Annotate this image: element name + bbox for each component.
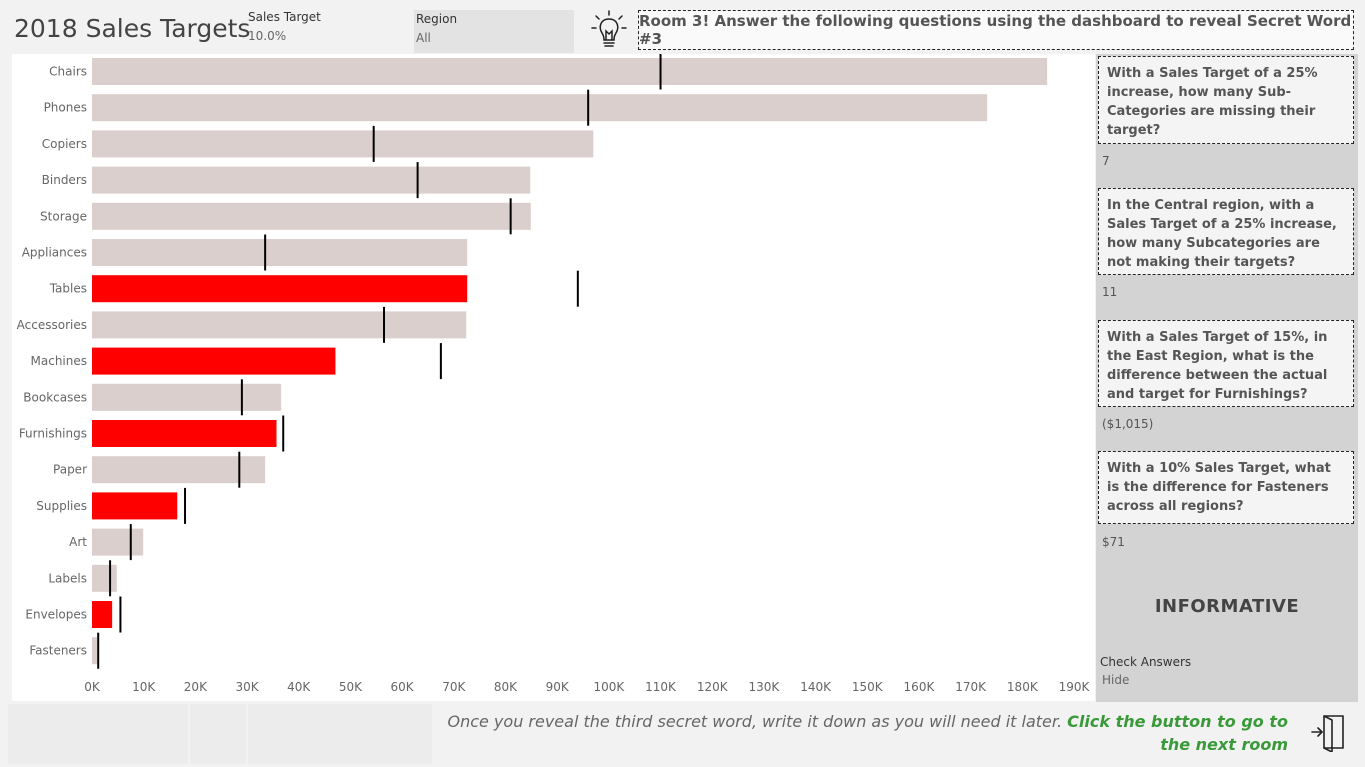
category-label-fasteners: Fasteners	[29, 644, 87, 658]
next-room-link[interactable]: Click the button to go to the next room	[1067, 712, 1288, 754]
footer-blank-block	[248, 704, 432, 764]
category-label-labels: Labels	[48, 571, 87, 585]
x-tick-label: 90K	[546, 680, 570, 694]
category-label-phones: Phones	[44, 101, 87, 115]
question-3: With a Sales Target of 15%, in the East …	[1098, 320, 1354, 407]
bar-labels	[92, 564, 117, 592]
informative-button[interactable]: INFORMATIVE	[1154, 596, 1300, 617]
footer-instructions: Once you reveal the third secret word, w…	[440, 710, 1288, 756]
category-label-furnishings: Furnishings	[19, 427, 87, 441]
footer: Once you reveal the third secret word, w…	[0, 702, 1365, 767]
bar-appliances	[92, 239, 468, 266]
answer-3: ($1,015)	[1102, 417, 1154, 431]
answer-1: 7	[1102, 154, 1110, 168]
bar-fasteners	[92, 637, 98, 665]
x-tick-label: 100K	[593, 680, 625, 694]
question-4: With a 10% Sales Target, what is the dif…	[1098, 451, 1354, 524]
bar-bookcases	[92, 383, 282, 411]
category-label-chairs: Chairs	[49, 65, 87, 79]
x-tick-label: 80K	[494, 680, 518, 694]
x-tick-label: 70K	[442, 680, 466, 694]
category-label-accessories: Accessories	[17, 318, 87, 332]
room-prompt: Room 3! Answer the following questions u…	[638, 10, 1354, 50]
bar-chairs	[92, 58, 1048, 85]
x-tick-label: 130K	[749, 680, 781, 694]
footer-blank-block	[190, 704, 246, 764]
x-tick-label: 40K	[287, 680, 311, 694]
bar-machines	[92, 347, 336, 375]
bar-phones	[92, 94, 988, 122]
bar-furnishings	[92, 420, 277, 447]
category-label-bookcases: Bookcases	[23, 390, 87, 404]
bar-supplies	[92, 492, 178, 520]
category-label-copiers: Copiers	[42, 137, 87, 151]
category-label-paper: Paper	[53, 463, 87, 477]
x-tick-label: 20K	[184, 680, 208, 694]
sales-target-value[interactable]: 10.0%	[248, 29, 287, 43]
bar-binders	[92, 166, 531, 194]
bar-art	[92, 528, 144, 556]
x-tick-label: 60K	[391, 680, 415, 694]
bar-paper	[92, 456, 266, 484]
questions-panel: With a Sales Target of a 25% increase, h…	[1096, 54, 1358, 702]
bar-copiers	[92, 130, 594, 158]
answer-2: 11	[1102, 285, 1118, 299]
category-label-envelopes: Envelopes	[25, 608, 87, 622]
x-tick-label: 120K	[697, 680, 729, 694]
footer-text: Once you reveal the third secret word, w…	[447, 712, 1063, 731]
x-tick-label: 0K	[84, 680, 101, 694]
answer-4: $71	[1102, 535, 1125, 549]
category-label-tables: Tables	[49, 282, 87, 296]
question-1: With a Sales Target of a 25% increase, h…	[1098, 56, 1354, 144]
lightbulb-icon[interactable]	[590, 10, 628, 50]
bar-tables	[92, 275, 468, 303]
category-label-appliances: Appliances	[22, 246, 87, 260]
check-answers-value[interactable]: Hide	[1102, 673, 1130, 687]
sales-target-filter[interactable]: Sales Target 10.0%	[248, 10, 398, 53]
check-answers-label: Check Answers	[1100, 655, 1192, 669]
bar-storage	[92, 202, 531, 230]
region-value[interactable]: All	[416, 31, 431, 45]
region-filter[interactable]: Region All	[414, 10, 574, 53]
x-tick-label: 150K	[852, 680, 884, 694]
x-tick-label: 180K	[1007, 680, 1039, 694]
category-label-supplies: Supplies	[36, 499, 87, 513]
x-tick-label: 110K	[645, 680, 677, 694]
x-tick-label: 140K	[800, 680, 832, 694]
dashboard-header: 2018 Sales Targets Sales Target 10.0% Re…	[0, 0, 1365, 54]
category-label-machines: Machines	[31, 354, 87, 368]
dashboard-title: 2018 Sales Targets	[14, 14, 251, 43]
x-tick-label: 190K	[1059, 680, 1091, 694]
bar-envelopes	[92, 601, 113, 628]
region-label: Region	[416, 12, 458, 26]
sales-target-label: Sales Target	[248, 10, 321, 24]
bar-accessories	[92, 311, 467, 339]
x-tick-label: 160K	[904, 680, 936, 694]
x-tick-label: 30K	[235, 680, 259, 694]
footer-blank-block	[8, 704, 188, 764]
question-2: In the Central region, with a Sales Targ…	[1098, 188, 1354, 275]
x-tick-label: 170K	[955, 680, 987, 694]
sales-bar-chart: Chairs Phones Copiers Binders Storage Applian…	[12, 54, 1095, 701]
bar-chart-svg: Chairs Phones Copiers Binders Storage Applian…	[17, 54, 1091, 694]
x-tick-label: 50K	[339, 680, 363, 694]
category-label-art: Art	[69, 535, 87, 549]
exit-door-icon[interactable]	[1310, 712, 1346, 752]
category-label-storage: Storage	[40, 209, 87, 223]
category-label-binders: Binders	[42, 173, 87, 187]
x-tick-label: 10K	[132, 680, 156, 694]
